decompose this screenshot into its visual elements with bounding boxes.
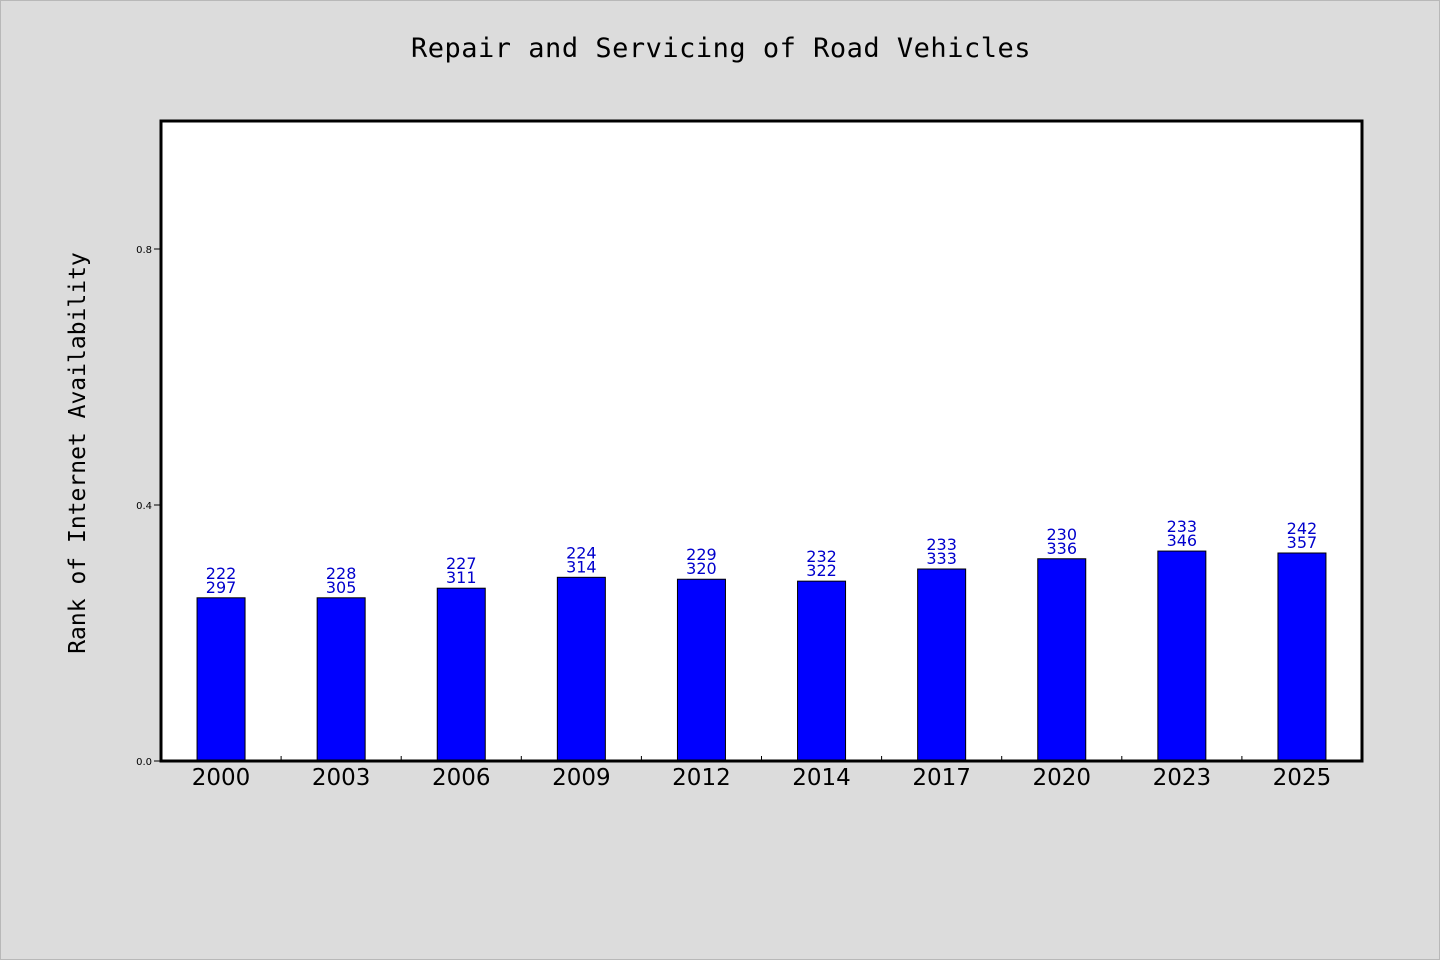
data-label: 227 bbox=[446, 554, 477, 573]
data-label: 224 bbox=[566, 543, 597, 562]
x-tick-label: 2009 bbox=[552, 765, 611, 791]
data-label: 357 bbox=[1287, 533, 1318, 552]
bar bbox=[1037, 558, 1087, 762]
bar bbox=[196, 597, 246, 762]
data-label: 229 bbox=[686, 545, 717, 564]
data-label: 242 bbox=[1287, 519, 1318, 538]
data-label: 230 bbox=[1046, 525, 1077, 544]
data-labels: 2222972283052273112243142293202323222333… bbox=[206, 517, 1317, 597]
data-label: 233 bbox=[1167, 517, 1198, 536]
data-label: 336 bbox=[1046, 539, 1077, 558]
data-label: 311 bbox=[446, 568, 477, 587]
y-tick-label: 0.4 bbox=[136, 501, 152, 512]
bar-series bbox=[196, 550, 1327, 762]
bar bbox=[1157, 550, 1207, 762]
bar bbox=[556, 576, 606, 762]
bar bbox=[797, 580, 847, 762]
y-tick-label: 0.8 bbox=[136, 245, 152, 256]
x-tick-label: 2014 bbox=[792, 765, 851, 791]
x-tick-label: 2020 bbox=[1032, 765, 1091, 791]
x-tick-label: 2012 bbox=[672, 765, 731, 791]
bar bbox=[1277, 552, 1327, 762]
y-axis: 0.0 0.4 0.8 bbox=[136, 245, 161, 768]
data-label: 222 bbox=[206, 564, 237, 583]
x-tick-label: 2017 bbox=[912, 765, 971, 791]
x-tick-label: 2003 bbox=[312, 765, 371, 791]
data-label: 346 bbox=[1167, 531, 1198, 550]
bar bbox=[676, 578, 726, 762]
data-label: 232 bbox=[806, 547, 837, 566]
plot-frame bbox=[159, 119, 1364, 763]
x-axis: 2000 2003 2006 2009 2012 2014 2017 2020 2023 2025 bbox=[192, 756, 1331, 791]
data-label: 305 bbox=[326, 578, 357, 597]
bar bbox=[316, 597, 366, 762]
data-label: 320 bbox=[686, 559, 717, 578]
data-label: 322 bbox=[806, 561, 837, 580]
x-tick-label: 2023 bbox=[1153, 765, 1212, 791]
y-tick-label: 0.0 bbox=[136, 757, 152, 768]
x-tick-label: 2006 bbox=[432, 765, 491, 791]
x-tick-label: 2025 bbox=[1273, 765, 1332, 791]
x-tick-label: 2000 bbox=[192, 765, 251, 791]
chart-title: Repair and Servicing of Road Vehicles bbox=[411, 33, 1031, 64]
bar bbox=[436, 587, 486, 762]
data-label: 314 bbox=[566, 557, 597, 576]
data-label: 228 bbox=[326, 564, 357, 583]
bar bbox=[917, 568, 967, 762]
data-label: 333 bbox=[926, 549, 957, 568]
data-label: 233 bbox=[926, 535, 957, 554]
data-label: 297 bbox=[206, 578, 237, 597]
